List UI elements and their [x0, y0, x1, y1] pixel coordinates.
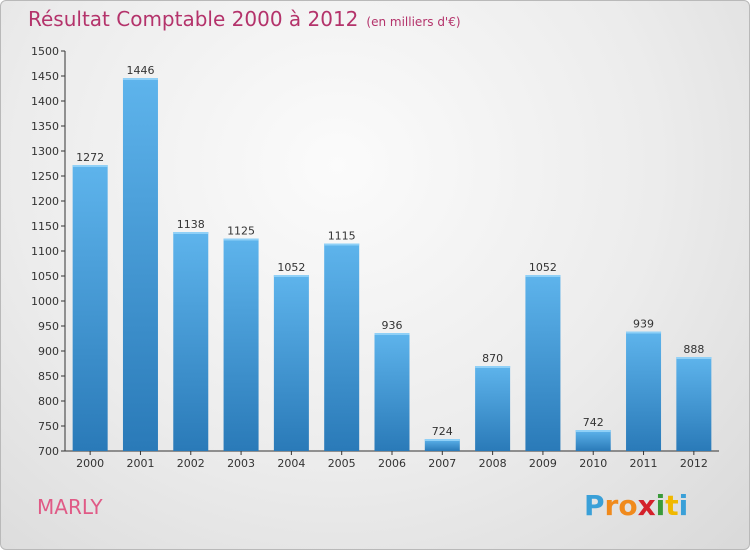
bar-top-highlight — [475, 366, 511, 368]
y-tick-label: 1300 — [31, 145, 59, 158]
x-tick-label-2002: 2002 — [177, 457, 205, 470]
bar-top-highlight — [173, 232, 209, 234]
x-tick-label-2008: 2008 — [479, 457, 507, 470]
bar-top-highlight — [72, 165, 108, 167]
bar-2000 — [72, 165, 108, 451]
bar-top-highlight — [626, 331, 662, 334]
bar-2002 — [173, 232, 209, 451]
y-tick-label: 1250 — [31, 170, 59, 183]
city-name: MARLY — [37, 495, 103, 519]
bar-top-highlight — [374, 333, 410, 335]
logo-letter: P — [584, 489, 605, 522]
logo-letter: t — [665, 489, 679, 522]
bar-2010 — [575, 430, 611, 451]
bar-2001 — [122, 78, 158, 451]
data-label-2004: 1052 — [277, 261, 305, 274]
y-tick-label: 1150 — [31, 220, 59, 233]
y-tick-label: 900 — [38, 345, 59, 358]
chart-subtitle: (en milliers d'€) — [366, 15, 461, 29]
bar-2008 — [475, 366, 511, 451]
y-tick-label: 1450 — [31, 70, 59, 83]
bar-top-highlight — [424, 439, 460, 441]
data-label-2002: 1138 — [177, 218, 205, 231]
bar-2011 — [626, 331, 662, 451]
y-tick-label: 1050 — [31, 270, 59, 283]
y-tick-label: 1350 — [31, 120, 59, 133]
bar-top-highlight — [525, 275, 561, 277]
y-tick-label: 950 — [38, 320, 59, 333]
bar-top-highlight — [122, 78, 158, 80]
y-tick-label: 850 — [38, 370, 59, 383]
x-tick-label-2004: 2004 — [277, 457, 305, 470]
logo-letter: x — [637, 489, 656, 522]
y-tick-label: 1400 — [31, 95, 59, 108]
bar-2012 — [676, 357, 712, 451]
proxiti-logo[interactable]: Proxiti — [584, 489, 688, 522]
data-label-2006: 936 — [382, 319, 403, 332]
data-label-2010: 742 — [583, 416, 604, 429]
chart-bars — [72, 78, 712, 451]
data-label-2012: 888 — [683, 343, 704, 356]
x-tick-label-2006: 2006 — [378, 457, 406, 470]
bar-top-highlight — [575, 430, 611, 432]
bar-top-highlight — [324, 243, 360, 246]
data-label-2008: 870 — [482, 352, 503, 365]
x-tick-label-2003: 2003 — [227, 457, 255, 470]
y-tick-label: 1500 — [31, 45, 59, 58]
chart-title: Résultat Comptable 2000 à 2012 (en millie… — [28, 7, 461, 31]
y-tick-label: 700 — [38, 445, 59, 458]
bar-2004 — [273, 275, 309, 451]
x-tick-label-2005: 2005 — [328, 457, 356, 470]
data-label-2005: 1115 — [328, 230, 356, 243]
bar-top-highlight — [273, 275, 309, 277]
data-label-2003: 1125 — [227, 225, 255, 238]
x-tick-label-2011: 2011 — [630, 457, 658, 470]
x-tick-label-2001: 2001 — [126, 457, 154, 470]
bar-2009 — [525, 275, 561, 451]
data-label-2007: 724 — [432, 425, 453, 438]
y-tick-label: 1000 — [31, 295, 59, 308]
logo-letter: i — [655, 489, 666, 522]
y-tick-label: 750 — [38, 420, 59, 433]
data-label-2001: 1446 — [126, 64, 154, 77]
chart-data-labels: 1272 1446 1138 1125 1052 1115 936 724 870 1052 742… — [76, 64, 704, 438]
y-tick-label: 1200 — [31, 195, 59, 208]
x-tick-label-2010: 2010 — [579, 457, 607, 470]
x-tick-label-2012: 2012 — [680, 457, 708, 470]
data-label-2000: 1272 — [76, 151, 104, 164]
chart-title-text: Résultat Comptable 2000 à 2012 — [28, 7, 359, 31]
bar-2005 — [324, 243, 360, 451]
x-tick-label-2007: 2007 — [428, 457, 456, 470]
x-tick-label-2000: 2000 — [76, 457, 104, 470]
y-tick-label: 800 — [38, 395, 59, 408]
bar-top-highlight — [676, 357, 712, 359]
bar-2007 — [424, 439, 460, 451]
y-tick-label: 1100 — [31, 245, 59, 258]
bar-2003 — [223, 238, 259, 451]
logo-letter: r — [604, 489, 619, 522]
chart-axes: 700 750 800 850 900 950 1000 1050 1100 1150 1200 12… — [31, 45, 719, 470]
logo-letter: o — [618, 489, 638, 522]
data-label-2011: 939 — [633, 318, 654, 331]
data-label-2009: 1052 — [529, 261, 557, 274]
logo-letter: i — [678, 489, 689, 522]
x-tick-label-2009: 2009 — [529, 457, 557, 470]
bar-top-highlight — [223, 238, 259, 241]
bar-2006 — [374, 333, 410, 451]
